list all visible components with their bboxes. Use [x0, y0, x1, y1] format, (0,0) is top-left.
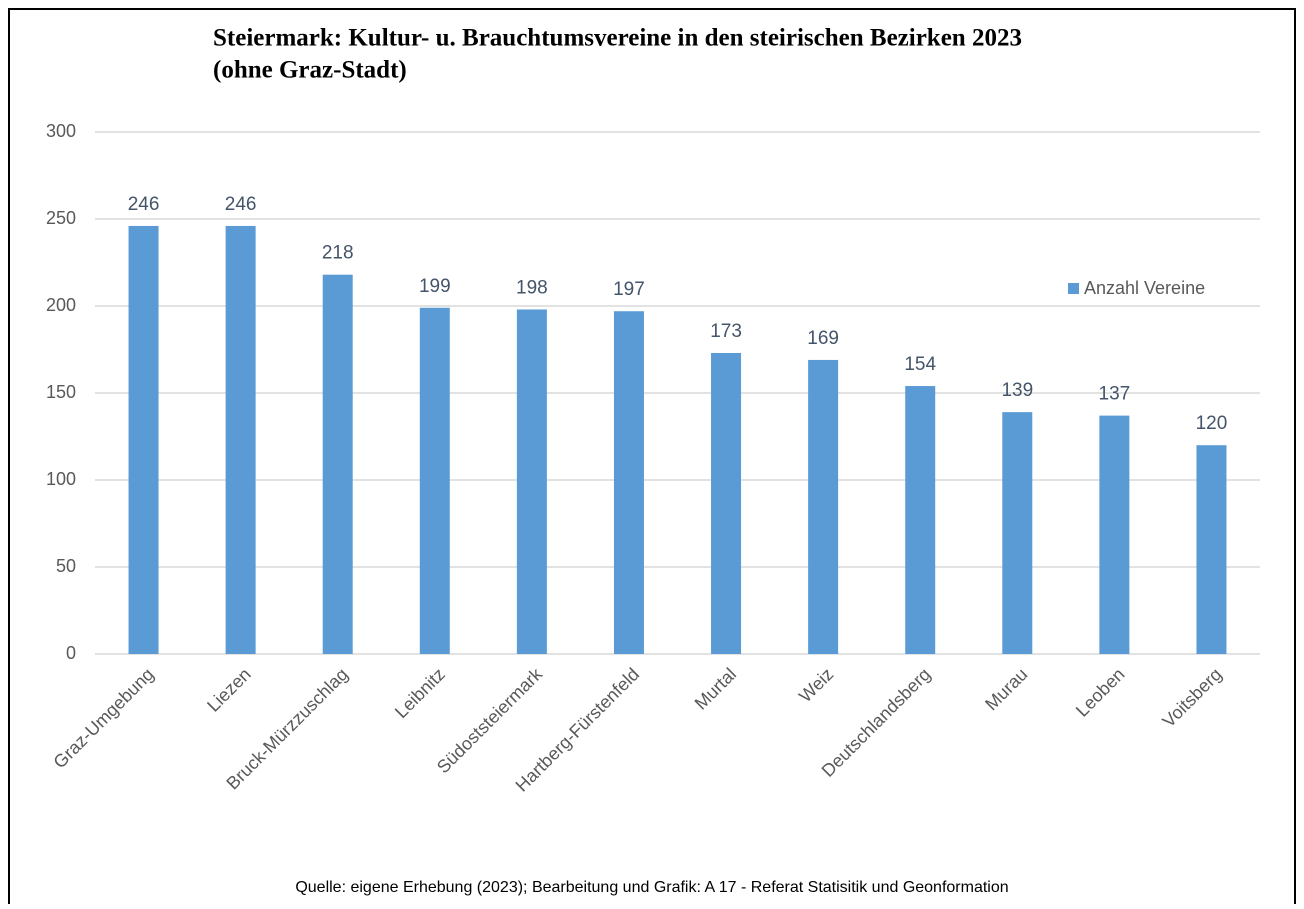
y-tick-label: 100: [46, 469, 76, 489]
bar: [225, 225, 256, 654]
chart-subtitle: (ohne Graz-Stadt): [213, 57, 407, 84]
value-label: 198: [516, 277, 548, 298]
value-label: 246: [128, 194, 160, 215]
value-label: 139: [1001, 380, 1033, 401]
y-tick-label: 300: [46, 121, 76, 141]
y-tick-label: 200: [46, 295, 76, 315]
y-tick-label: 0: [66, 643, 76, 663]
bar: [322, 274, 353, 654]
value-label: 218: [322, 243, 354, 264]
y-tick-label: 50: [56, 556, 76, 576]
value-label: 197: [613, 279, 645, 300]
value-label: 169: [807, 328, 839, 349]
value-label: 154: [904, 354, 936, 375]
bar: [613, 311, 644, 654]
value-label: 199: [419, 276, 451, 297]
bar: [128, 225, 159, 654]
legend-swatch: [1068, 283, 1079, 294]
legend-label: Anzahl Vereine: [1084, 278, 1205, 298]
y-tick-label: 150: [46, 382, 76, 402]
bar: [711, 352, 742, 654]
bar: [419, 307, 450, 654]
frame: [8, 8, 1296, 909]
bar: [1099, 415, 1130, 654]
source-note: Quelle: eigene Erhebung (2023); Bearbeit…: [295, 879, 1008, 896]
value-label: 246: [225, 194, 257, 215]
value-label: 173: [710, 321, 742, 342]
chart-title: Steiermark: Kultur- u. Brauchtumsvereine…: [213, 25, 1022, 52]
bar: [808, 359, 839, 654]
value-label: 137: [1099, 384, 1131, 405]
bar: [1002, 412, 1033, 654]
y-tick-label: 250: [46, 208, 76, 228]
bar: [516, 309, 547, 654]
bar: [1196, 445, 1227, 654]
bar: [905, 386, 936, 654]
value-label: 120: [1196, 413, 1228, 434]
